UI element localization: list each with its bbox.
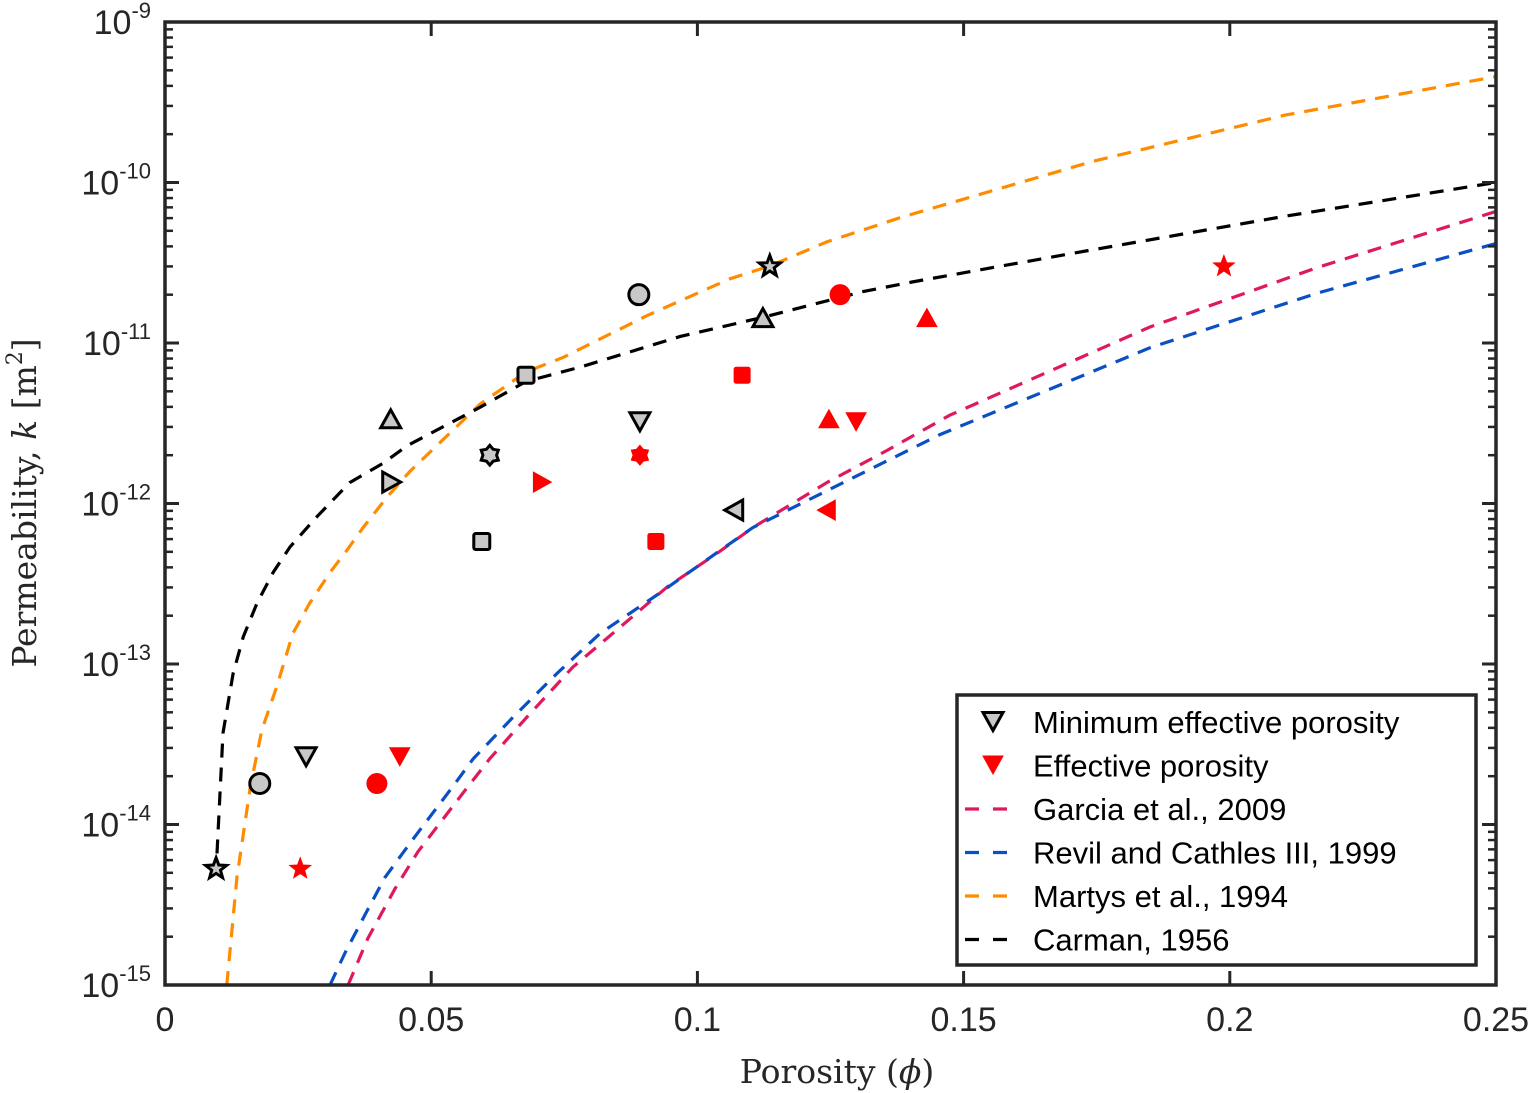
marker-min-effective-porosity-pentagram (201, 853, 231, 882)
legend: Minimum effective porosity Effective poro… (955, 693, 1478, 967)
y-tick-label: 10-10 (81, 159, 151, 203)
marker-effective-porosity-triangle-down (388, 747, 411, 767)
legend-label: Minimum effective porosity (1033, 705, 1400, 740)
legend-label: Revil and Cathles III, 1999 (1033, 836, 1397, 871)
marker-min-effective-porosity-square (516, 365, 536, 385)
marker-min-effective-porosity-circle (248, 772, 272, 796)
y-tick-label: 10-9 (94, 0, 151, 42)
marker-effective-porosity-triangle-right (532, 471, 553, 493)
marker-effective-porosity-triangle-down (845, 412, 867, 432)
marker-min-effective-porosity-triangle-up (750, 305, 776, 329)
y-axis-title: Permeability, k [m2] (3, 338, 44, 667)
model-curves (215, 75, 1496, 985)
legend-item-effective-porosity: Effective porosity (982, 749, 1269, 784)
curve-martys-et-al-1994 (225, 75, 1496, 985)
marker-effective-porosity-triangle-up (916, 307, 938, 328)
x-axis-ticks: 0 0.05 0.1 0.15 0.2 0.25 (156, 22, 1529, 1039)
y-tick-exponent: -15 (119, 961, 151, 986)
marker-effective-porosity-hexagram (630, 444, 650, 466)
marker-min-effective-porosity-hexagram (479, 442, 501, 468)
curve-garcia-et-al-2009 (346, 209, 1496, 985)
data-markers (201, 251, 1236, 882)
y-tick-exponent: -10 (119, 159, 151, 184)
marker-effective-porosity-pentagram (1212, 253, 1236, 277)
legend-item-martys-et-al-1994: Martys et al., 1994 (965, 879, 1288, 914)
legend-box (955, 693, 1478, 967)
y-tick-base: 10 (81, 807, 119, 845)
marker-min-effective-porosity-triangle-right (381, 469, 404, 495)
legend-label: Carman, 1956 (1033, 923, 1229, 958)
y-tick-exponent: -14 (119, 801, 151, 826)
y-tick-label: 10-13 (81, 640, 151, 684)
y-tick-base: 10 (94, 4, 132, 42)
y-tick-exponent: -9 (131, 0, 151, 23)
marker-effective-porosity-pentagram (288, 856, 313, 879)
x-tick-label: 0.2 (1206, 1001, 1253, 1039)
curve-revil-and-cathles-iii-1999 (328, 241, 1496, 985)
marker-min-effective-porosity-circle (627, 283, 651, 307)
legend-marker-gray-triangle-down-icon (980, 711, 1006, 734)
marker-effective-porosity-circle (366, 773, 388, 795)
y-tick-label: 10-11 (83, 319, 151, 363)
x-tick-label: 0.25 (1463, 1001, 1529, 1039)
curve-carman-1956 (215, 180, 1496, 854)
marker-effective-porosity-circle (829, 284, 851, 306)
marker-min-effective-porosity-triangle-left (721, 497, 745, 523)
legend-marker-red-triangle-down-icon (982, 755, 1004, 776)
y-tick-base: 10 (83, 325, 121, 363)
x-tick-label: 0.05 (398, 1001, 464, 1039)
y-tick-exponent: -11 (121, 319, 151, 344)
marker-min-effective-porosity-pentagram (755, 251, 785, 279)
marker-effective-porosity-triangle-up (818, 408, 840, 429)
y-tick-label: 10-14 (81, 801, 151, 845)
legend-item-minimum-effective-porosity: Minimum effective porosity (980, 705, 1400, 740)
legend-item-carman-1956: Carman, 1956 (965, 923, 1229, 958)
x-tick-label: 0 (156, 1001, 175, 1039)
y-tick-label: 10-12 (81, 480, 151, 524)
x-axis-title: Porosity (ϕ) (740, 1052, 935, 1091)
legend-label: Effective porosity (1033, 749, 1269, 784)
marker-min-effective-porosity-triangle-up (378, 406, 404, 430)
y-tick-base: 10 (81, 165, 119, 203)
x-tick-label: 0.15 (931, 1001, 997, 1039)
legend-label: Garcia et al., 2009 (1033, 792, 1286, 827)
y-tick-base: 10 (81, 486, 119, 524)
marker-min-effective-porosity-triangle-down (627, 411, 653, 434)
legend-item-garcia-et-al-2009: Garcia et al., 2009 (965, 792, 1286, 827)
marker-effective-porosity-square (647, 532, 665, 550)
marker-min-effective-porosity-square (472, 531, 492, 551)
y-tick-base: 10 (81, 646, 119, 684)
marker-effective-porosity-square (733, 366, 751, 384)
legend-label: Martys et al., 1994 (1033, 879, 1288, 914)
y-tick-label: 10-15 (81, 961, 151, 1005)
marker-effective-porosity-triangle-left (816, 499, 836, 521)
x-tick-label: 0.1 (674, 1001, 721, 1039)
y-tick-exponent: -13 (119, 640, 151, 665)
y-tick-base: 10 (81, 967, 119, 1005)
legend-item-revil-and-cathles-iii-1999: Revil and Cathles III, 1999 (965, 836, 1397, 871)
y-tick-exponent: -12 (119, 480, 151, 505)
marker-min-effective-porosity-triangle-down (293, 746, 319, 769)
